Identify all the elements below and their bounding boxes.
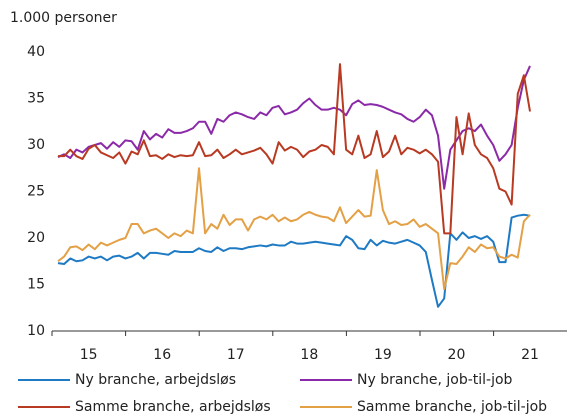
y-tick-label: 20 <box>27 230 45 246</box>
x-tick-label: 17 <box>227 347 245 363</box>
y-tick-label: 25 <box>27 184 45 200</box>
y-tick-label: 40 <box>27 44 45 60</box>
series-line <box>57 167 531 291</box>
series-line <box>57 213 531 308</box>
series-line <box>57 65 531 190</box>
legend-label: Samme branche, arbejdsløs <box>75 399 271 415</box>
x-tick-label: 16 <box>153 347 171 363</box>
legend-label: Samme branche, job-til-job <box>357 399 547 415</box>
y-tick-label: 15 <box>27 277 45 293</box>
series-line <box>58 63 531 235</box>
y-axis-label: 1.000 personer <box>10 10 117 26</box>
x-tick-label: 15 <box>80 347 98 363</box>
x-tick-label: 18 <box>300 347 318 363</box>
x-tick-label: 19 <box>374 347 392 363</box>
y-tick-label: 35 <box>27 91 45 107</box>
y-tick-label: 30 <box>27 137 45 153</box>
legend-label: Ny branche, job-til-job <box>357 372 513 388</box>
y-tick-label: 10 <box>27 323 45 339</box>
x-tick-label: 20 <box>448 347 466 363</box>
legend-label: Ny branche, arbejdsløs <box>75 372 236 388</box>
x-tick-label: 21 <box>521 347 539 363</box>
